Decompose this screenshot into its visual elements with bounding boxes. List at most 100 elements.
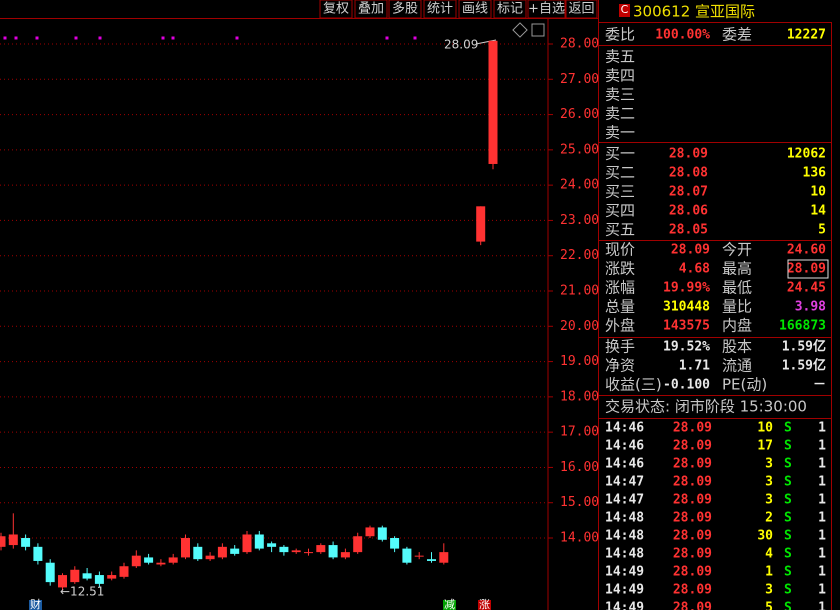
icon[interactable]	[512, 22, 528, 38]
toolbar-button[interactable]: 标记	[497, 2, 523, 17]
candle-body	[107, 575, 117, 579]
candle-body	[144, 557, 154, 563]
field-label: 卖一	[605, 124, 635, 142]
marker-dot	[74, 36, 78, 40]
field-value: 24.60	[787, 243, 826, 258]
tick-price: 28.09	[673, 475, 712, 490]
tick-price: 28.09	[673, 547, 712, 562]
candle-body	[0, 536, 6, 547]
toolbar-button[interactable]: 复权	[323, 1, 349, 17]
tick-volume: 1	[765, 565, 773, 580]
y-tick-label: 15.00	[560, 495, 599, 510]
toolbar-button[interactable]: 统计	[427, 2, 453, 17]
y-tick-label: 20.00	[560, 319, 599, 334]
tick-price: 28.09	[673, 529, 712, 544]
field-value: 1.71	[679, 359, 710, 374]
y-tick-label: 23.00	[560, 213, 599, 228]
field-value: 19.52%	[663, 340, 710, 355]
toolbar-button[interactable]: 返回	[568, 2, 594, 17]
field-value: －	[813, 378, 826, 393]
field-label: 涨幅	[605, 279, 635, 297]
candle-body	[279, 546, 289, 553]
tick-time: 14:48	[605, 511, 644, 526]
tick-price: 28.09	[673, 457, 712, 472]
tick-time: 14:47	[605, 493, 644, 508]
field-label: 买五	[605, 221, 635, 239]
field-value: 310448	[663, 300, 710, 315]
field-value: 28.08	[669, 166, 708, 181]
candle-body	[488, 40, 498, 164]
toolbar-button[interactable]: +自选	[528, 2, 565, 17]
toolbar-button-bg[interactable]	[527, 0, 566, 19]
field-value: 166873	[779, 319, 826, 334]
y-tick-label: 24.00	[560, 178, 599, 193]
candle-body	[365, 527, 375, 537]
tick-count: 1	[818, 529, 826, 544]
field-value: 28.09	[671, 243, 710, 258]
candle-body	[70, 569, 80, 583]
candle-body	[33, 546, 43, 561]
field-value: 136	[803, 166, 827, 181]
marker-dot	[385, 36, 389, 40]
tick-time: 14:46	[605, 421, 644, 436]
tick-price: 28.09	[673, 511, 712, 526]
tick-price: 28.09	[673, 493, 712, 508]
candle-body	[390, 538, 400, 549]
field-value: 19.99%	[663, 281, 710, 296]
tick-count: 1	[818, 439, 826, 454]
badge-bg	[619, 4, 630, 17]
field-label: 现价	[605, 241, 635, 259]
toolbar-button-bg[interactable]	[354, 0, 388, 19]
tick-count: 1	[818, 421, 826, 436]
toolbar-button[interactable]: 画线	[462, 2, 488, 17]
field-label: 总量	[605, 298, 635, 316]
quote-title: 300612 宣亚国际	[633, 3, 755, 21]
tick-price: 28.09	[673, 601, 712, 610]
y-tick-label: 21.00	[560, 284, 599, 299]
toolbar-button-bg[interactable]	[319, 0, 353, 19]
candle-body	[168, 557, 178, 563]
marker-dot	[3, 36, 7, 40]
field-label: 卖二	[605, 105, 635, 123]
tick-time: 14:48	[605, 529, 644, 544]
candle-body	[8, 534, 18, 546]
field-label: 量比	[722, 298, 752, 316]
y-tick-label: 28.00	[560, 36, 599, 51]
marker-dot	[171, 36, 175, 40]
candle-body	[131, 555, 141, 567]
y-tick-label: 25.00	[560, 142, 599, 157]
candle-body	[230, 548, 240, 554]
field-value: -0.100	[663, 378, 710, 393]
toolbar-button-bg[interactable]	[458, 0, 492, 19]
candle-body	[414, 555, 424, 557]
toolbar-button-bg[interactable]	[565, 0, 598, 19]
marker-dot	[413, 36, 417, 40]
tick-count: 1	[818, 547, 826, 562]
field-label: 卖五	[605, 48, 635, 66]
candle-body	[94, 575, 104, 584]
y-tick-label: 27.00	[560, 72, 599, 87]
toolbar-button[interactable]: 叠加	[358, 2, 384, 17]
tick-price: 28.09	[673, 439, 712, 454]
tick-time: 14:48	[605, 547, 644, 562]
toolbar-button-bg[interactable]	[423, 0, 457, 19]
tick-price: 28.09	[673, 583, 712, 598]
tick-side: S	[784, 439, 792, 454]
marker-dot	[35, 36, 39, 40]
toolbar-button-bg[interactable]	[493, 0, 527, 19]
highlight-box	[787, 259, 829, 279]
tick-side: S	[784, 493, 792, 508]
icon[interactable]	[531, 23, 545, 37]
toolbar-button[interactable]: 多股	[392, 1, 418, 17]
field-value: 24.45	[787, 281, 826, 296]
field-label: 涨跌	[605, 260, 635, 278]
field-value: 12062	[787, 147, 826, 162]
tick-volume: 5	[765, 601, 773, 610]
tick-time: 14:47	[605, 475, 644, 490]
candle-body	[45, 562, 55, 583]
field-value: 28.09	[787, 262, 826, 277]
candle-body	[427, 559, 436, 561]
field-value: 5	[818, 223, 826, 238]
toolbar-button-bg[interactable]	[388, 0, 422, 19]
field-label: 换手	[605, 338, 635, 356]
